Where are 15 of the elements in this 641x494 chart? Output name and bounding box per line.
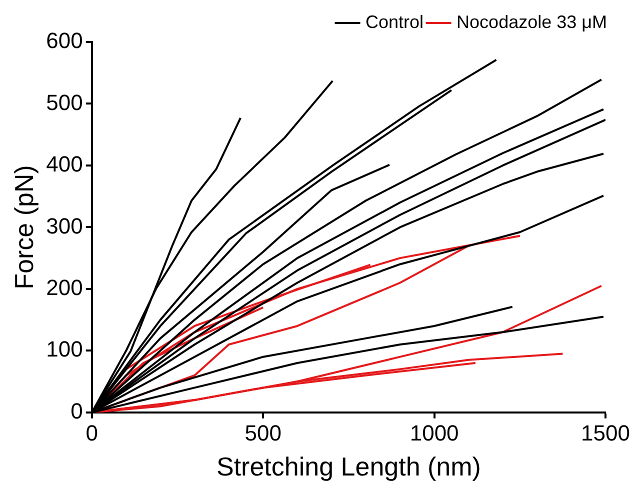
x-tick-label: 1500 bbox=[581, 420, 630, 446]
legend-label: Nocodazole 33 μM bbox=[456, 12, 607, 32]
legend-label: Control bbox=[366, 12, 424, 32]
x-tick-label: 500 bbox=[244, 420, 282, 446]
y-tick-label: 500 bbox=[46, 90, 83, 115]
y-tick-label: 100 bbox=[46, 336, 83, 362]
y-tick-label: 300 bbox=[46, 213, 83, 238]
x-tick-label: 1000 bbox=[410, 420, 459, 446]
y-tick-label: 600 bbox=[46, 28, 83, 54]
y-tick-label: 400 bbox=[46, 152, 83, 177]
x-axis-title: Stretching Length (nm) bbox=[216, 452, 481, 482]
y-axis-title: Force (pN) bbox=[8, 165, 39, 290]
y-tick-label: 200 bbox=[46, 274, 83, 300]
y-tick-label: 0 bbox=[70, 398, 83, 424]
x-tick-label: 0 bbox=[86, 420, 98, 446]
